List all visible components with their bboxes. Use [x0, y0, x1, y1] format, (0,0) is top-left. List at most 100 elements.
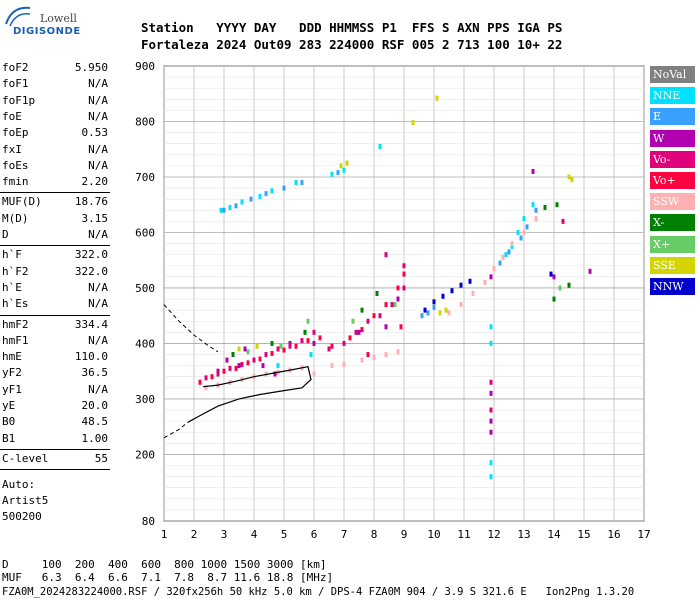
- data-point-nne: [294, 180, 298, 186]
- data-point-vo: [384, 302, 388, 308]
- auto-scaling-line: Artist5: [2, 494, 49, 508]
- data-point-nne: [510, 243, 514, 249]
- param-value: 3.15: [81, 211, 109, 225]
- param-label: yF2: [2, 366, 22, 380]
- param-value: N/A: [88, 297, 108, 311]
- data-point-ssw: [312, 371, 316, 377]
- y-tick-label: 600: [135, 226, 155, 239]
- data-point-ssw: [534, 216, 538, 222]
- data-point-nne: [516, 229, 520, 235]
- param-label: hmE: [2, 350, 22, 364]
- data-point-nne: [342, 167, 346, 173]
- data-point-x: [360, 307, 364, 313]
- data-point-nne: [240, 199, 244, 205]
- data-point-e: [264, 191, 268, 197]
- data-point-vo: [342, 340, 346, 346]
- data-point-vo: [240, 362, 244, 368]
- data-point-e: [222, 207, 226, 213]
- param-value: N/A: [88, 158, 108, 172]
- logo-arc-icon: [5, 6, 31, 27]
- y-tick-label: 400: [135, 337, 155, 350]
- data-point-x: [246, 349, 250, 355]
- data-point-nne: [378, 143, 382, 149]
- data-point-vo: [198, 379, 202, 385]
- param-row: fxI N/A: [2, 143, 108, 157]
- data-point-x: [279, 343, 283, 349]
- param-row: foF1 N/A: [2, 77, 108, 91]
- data-point-x: [375, 291, 379, 296]
- data-point-e: [507, 249, 511, 255]
- y-tick-label: 700: [135, 171, 155, 184]
- data-point-ssw: [510, 241, 514, 247]
- data-point-e: [498, 260, 502, 266]
- legend-item-nne: NNE: [650, 87, 695, 105]
- param-label: yE: [2, 399, 16, 412]
- param-label: foF2: [2, 61, 29, 74]
- param-row: foE N/A: [2, 110, 108, 124]
- param-row: yF2 36.5: [2, 366, 108, 380]
- param-label: B1: [2, 431, 16, 445]
- legend-item-nnw: NNW: [650, 278, 695, 295]
- data-point-x: [543, 204, 547, 210]
- data-point-w: [552, 274, 556, 280]
- data-point-w: [384, 324, 388, 330]
- param-value: 334.4: [74, 317, 108, 331]
- data-point-nne: [522, 216, 526, 222]
- data-point-w: [261, 363, 265, 369]
- param-row: D N/A: [2, 228, 108, 242]
- data-point-vo: [366, 318, 370, 324]
- data-point-e: [300, 180, 304, 186]
- y-tick-label: 900: [135, 60, 155, 73]
- profile-extrapolation-upper: [163, 304, 219, 353]
- param-label: foE: [2, 109, 22, 123]
- param-row: yE 20.0: [2, 399, 108, 413]
- auto-scaling-line: 500200: [2, 510, 42, 524]
- x-tick-label: 9: [401, 528, 408, 541]
- legend-item-noval: NoVal: [650, 66, 695, 83]
- param-value: N/A: [88, 382, 108, 396]
- data-point-nnw: [450, 288, 454, 294]
- param-label: h`E: [2, 280, 22, 294]
- param-value: N/A: [88, 228, 108, 241]
- param-value: N/A: [88, 333, 108, 347]
- legend-item-sse: SSE: [650, 256, 695, 274]
- data-point-vo: [294, 343, 298, 349]
- data-point-ssw: [396, 349, 400, 355]
- data-point-sse: [444, 307, 448, 313]
- data-point-x: [351, 318, 355, 324]
- y-tick-label: 800: [135, 115, 155, 128]
- param-row: h`Es N/A: [2, 297, 108, 311]
- data-point-nnw: [468, 278, 472, 284]
- data-point-vo: [246, 360, 250, 366]
- legend-item-vo: Vo-: [650, 150, 695, 168]
- x-tick-label: 2: [191, 528, 198, 541]
- data-point-vo: [300, 338, 304, 344]
- data-point-vo: [312, 329, 316, 335]
- data-point-nnw: [459, 282, 463, 288]
- param-label: M(D): [2, 211, 29, 225]
- data-point-w: [288, 340, 292, 346]
- data-point-sse: [411, 120, 415, 126]
- data-point-sse: [339, 163, 343, 169]
- x-tick-label: 7: [341, 528, 348, 541]
- data-point-sse: [567, 174, 571, 180]
- data-point-e: [519, 235, 523, 241]
- data-point-nne: [270, 188, 274, 194]
- data-point-w: [357, 329, 361, 335]
- legend-item-x: X-: [650, 214, 695, 232]
- logo-text-lowell: Lowell: [40, 12, 77, 25]
- data-point-ssw: [330, 363, 334, 369]
- data-point-ssw: [384, 352, 388, 358]
- data-point-vo: [276, 346, 280, 352]
- x-tick-label: 1: [161, 528, 168, 541]
- data-point-nne: [504, 252, 508, 258]
- param-row: h`F2 322.0: [2, 265, 108, 279]
- y-tick-label: 80: [142, 515, 155, 528]
- data-point-e: [336, 170, 340, 176]
- param-row: foEp 0.53: [2, 126, 108, 140]
- data-point-nne: [228, 204, 232, 210]
- data-point-w: [489, 418, 493, 424]
- data-point-e: [420, 313, 424, 319]
- data-point-vo: [222, 368, 226, 374]
